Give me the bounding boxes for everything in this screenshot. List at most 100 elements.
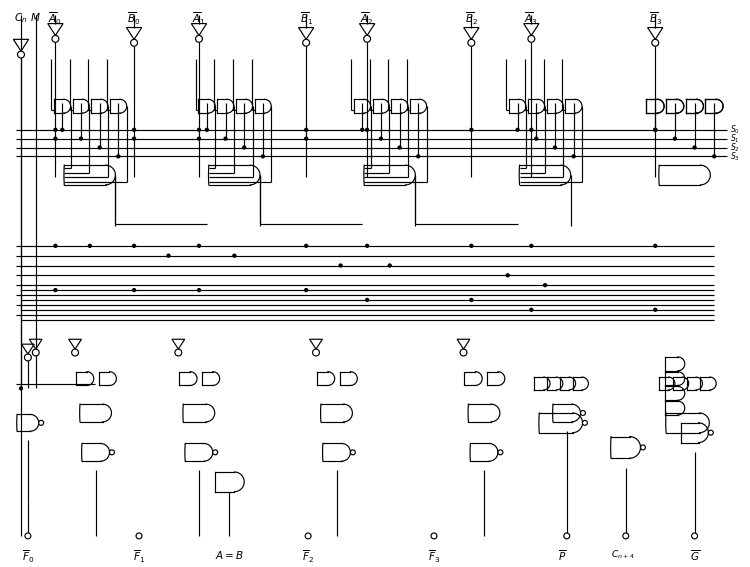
Circle shape bbox=[136, 533, 142, 539]
Circle shape bbox=[304, 288, 308, 292]
Circle shape bbox=[88, 244, 92, 248]
Circle shape bbox=[543, 283, 548, 287]
Circle shape bbox=[305, 533, 311, 539]
Circle shape bbox=[653, 307, 658, 312]
Circle shape bbox=[196, 244, 201, 248]
Circle shape bbox=[365, 128, 369, 132]
Circle shape bbox=[196, 137, 201, 141]
Circle shape bbox=[196, 288, 201, 292]
Circle shape bbox=[313, 349, 320, 356]
Circle shape bbox=[110, 450, 115, 455]
Circle shape bbox=[132, 288, 136, 292]
Text: $\overline{G}$: $\overline{G}$ bbox=[689, 549, 700, 564]
Circle shape bbox=[32, 349, 39, 356]
Circle shape bbox=[534, 137, 538, 141]
Circle shape bbox=[673, 137, 677, 141]
Circle shape bbox=[388, 263, 392, 268]
Text: $S_1$: $S_1$ bbox=[730, 133, 740, 145]
Text: $\overline{B}_3$: $\overline{B}_3$ bbox=[649, 11, 662, 27]
Text: $\overline{B}_0$: $\overline{B}_0$ bbox=[128, 11, 141, 27]
Circle shape bbox=[175, 349, 181, 356]
Circle shape bbox=[130, 39, 137, 46]
Circle shape bbox=[205, 128, 209, 132]
Text: $\overline{B}_1$: $\overline{B}_1$ bbox=[299, 11, 313, 27]
Circle shape bbox=[530, 128, 533, 132]
Circle shape bbox=[196, 35, 202, 43]
Text: $\overline{F}_1$: $\overline{F}_1$ bbox=[133, 549, 145, 565]
Circle shape bbox=[364, 35, 370, 43]
Circle shape bbox=[506, 273, 510, 277]
Circle shape bbox=[25, 533, 31, 539]
Circle shape bbox=[53, 137, 58, 141]
Circle shape bbox=[470, 298, 473, 302]
Circle shape bbox=[350, 450, 355, 455]
Circle shape bbox=[52, 35, 58, 43]
Circle shape bbox=[416, 154, 421, 159]
Text: $A{=}B$: $A{=}B$ bbox=[215, 549, 244, 561]
Circle shape bbox=[653, 128, 658, 132]
Text: $\overline{A}_0$: $\overline{A}_0$ bbox=[49, 11, 62, 27]
Circle shape bbox=[460, 349, 467, 356]
Text: $\overline{B}_2$: $\overline{B}_2$ bbox=[465, 11, 478, 27]
Text: $C_n$: $C_n$ bbox=[14, 11, 28, 24]
Circle shape bbox=[360, 128, 364, 132]
Circle shape bbox=[470, 244, 473, 248]
Text: $\overline{A}_3$: $\overline{A}_3$ bbox=[524, 11, 538, 27]
Circle shape bbox=[304, 128, 308, 132]
Circle shape bbox=[530, 307, 533, 312]
Text: $M$: $M$ bbox=[31, 11, 41, 23]
Circle shape bbox=[261, 154, 265, 159]
Circle shape bbox=[25, 354, 32, 361]
Text: $C_{n+4}$: $C_{n+4}$ bbox=[611, 549, 634, 561]
Circle shape bbox=[398, 145, 402, 150]
Circle shape bbox=[79, 137, 83, 141]
Text: $\overline{A}_1$: $\overline{A}_1$ bbox=[192, 11, 206, 27]
Circle shape bbox=[498, 450, 502, 455]
Circle shape bbox=[528, 35, 535, 43]
Text: $\overline{F}_3$: $\overline{F}_3$ bbox=[428, 549, 440, 565]
Circle shape bbox=[53, 128, 58, 132]
Circle shape bbox=[116, 154, 121, 159]
Circle shape bbox=[39, 420, 44, 425]
Circle shape bbox=[213, 450, 217, 455]
Circle shape bbox=[232, 253, 236, 258]
Circle shape bbox=[470, 128, 473, 132]
Circle shape bbox=[304, 244, 308, 248]
Circle shape bbox=[553, 145, 557, 150]
Circle shape bbox=[72, 349, 79, 356]
Circle shape bbox=[304, 137, 308, 141]
Circle shape bbox=[564, 533, 570, 539]
Circle shape bbox=[196, 128, 201, 132]
Circle shape bbox=[53, 288, 58, 292]
Text: $\overline{F}_0$: $\overline{F}_0$ bbox=[22, 549, 34, 565]
Circle shape bbox=[692, 145, 697, 150]
Text: $\overline{A}_2$: $\overline{A}_2$ bbox=[360, 11, 374, 27]
Circle shape bbox=[242, 145, 247, 150]
Circle shape bbox=[572, 154, 576, 159]
Circle shape bbox=[338, 263, 343, 268]
Circle shape bbox=[640, 445, 646, 450]
Circle shape bbox=[431, 533, 437, 539]
Circle shape bbox=[53, 244, 58, 248]
Circle shape bbox=[303, 39, 310, 46]
Circle shape bbox=[515, 128, 520, 132]
Circle shape bbox=[653, 244, 658, 248]
Circle shape bbox=[132, 128, 136, 132]
Text: $\overline{P}$: $\overline{P}$ bbox=[558, 549, 566, 564]
Circle shape bbox=[132, 137, 136, 141]
Circle shape bbox=[580, 411, 586, 416]
Circle shape bbox=[468, 39, 475, 46]
Text: $S_2$: $S_2$ bbox=[730, 141, 740, 154]
Circle shape bbox=[98, 145, 102, 150]
Circle shape bbox=[365, 244, 369, 248]
Circle shape bbox=[19, 386, 23, 391]
Circle shape bbox=[132, 244, 136, 248]
Circle shape bbox=[379, 137, 383, 141]
Circle shape bbox=[653, 128, 658, 132]
Circle shape bbox=[652, 39, 658, 46]
Circle shape bbox=[166, 253, 171, 258]
Circle shape bbox=[583, 420, 587, 425]
Circle shape bbox=[365, 298, 369, 302]
Circle shape bbox=[17, 51, 25, 58]
Circle shape bbox=[60, 128, 64, 132]
